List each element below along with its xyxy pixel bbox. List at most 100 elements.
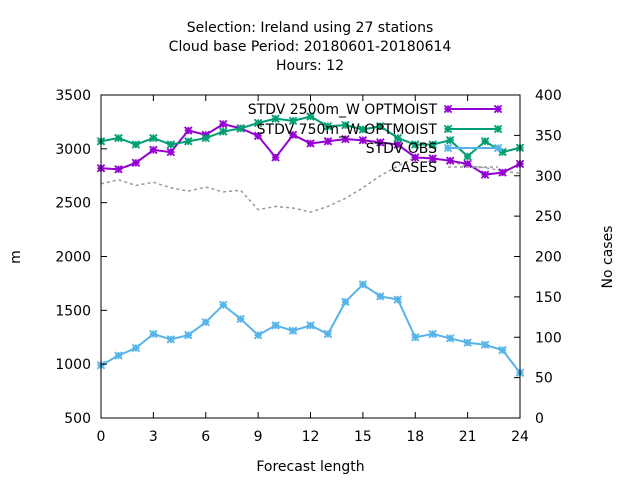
data-point [411, 333, 420, 342]
data-point [236, 314, 245, 324]
data-point [201, 317, 210, 327]
data-point [493, 143, 503, 153]
data-point [428, 140, 437, 149]
y2-tick-label: 350 [535, 128, 562, 144]
data-point [480, 137, 490, 146]
series-group [96, 112, 525, 378]
chart-title: Selection: Ireland using 27 stations Clou… [169, 20, 452, 74]
series-0 [96, 119, 525, 179]
data-point [358, 125, 368, 134]
data-point [480, 170, 490, 179]
data-point [184, 126, 193, 135]
data-point [218, 119, 228, 129]
x-tick-label: 3 [149, 429, 158, 445]
y2-tick-label: 150 [535, 290, 562, 306]
data-point [393, 133, 403, 143]
data-point [445, 334, 455, 343]
data-point [271, 153, 280, 162]
data-point [323, 329, 333, 339]
data-point [445, 156, 455, 165]
data-point [393, 140, 403, 149]
data-point [166, 335, 176, 344]
x-tick-label: 12 [302, 429, 320, 445]
y-tick-label: 1500 [55, 303, 91, 319]
data-point [271, 114, 280, 123]
legend-label: STDV 750m_W OPTMOIST [257, 122, 438, 138]
data-point [306, 139, 315, 148]
data-point [271, 321, 280, 330]
legend-entry: STDV OBS [366, 141, 503, 157]
legend-entry: STDV 2500m_W OPTMOIST [248, 102, 503, 118]
y2-tick-label: 0 [535, 411, 544, 427]
data-point [428, 329, 437, 339]
data-point [166, 140, 176, 149]
data-point [376, 138, 385, 147]
data-point [218, 300, 228, 310]
data-point [463, 152, 472, 161]
series-3 [100, 156, 521, 213]
data-point [253, 118, 263, 128]
y-tick-label: 3000 [55, 142, 91, 158]
data-point [253, 131, 263, 141]
data-point [358, 280, 368, 289]
data-point [443, 104, 453, 114]
legend-entry: STDV 750m_W OPTMOIST [257, 122, 503, 138]
data-point [149, 329, 158, 339]
data-point [253, 330, 263, 340]
data-point [184, 137, 193, 146]
axes: 0 3 6 9 12 15 18 21 2450010001500200025003000350… [8, 88, 616, 475]
data-point [393, 295, 403, 304]
data-point [149, 133, 158, 143]
series-1 [96, 112, 525, 161]
title-line: Selection: Ireland using 27 stations [187, 20, 434, 36]
data-point [288, 326, 298, 336]
data-point [463, 338, 472, 347]
y2-axis-label: No cases [600, 226, 616, 289]
data-point [443, 143, 453, 153]
y2-tick-label: 200 [535, 250, 562, 266]
legend-label: CASES [391, 160, 437, 176]
x-tick-label: 21 [459, 429, 477, 445]
data-point [149, 145, 158, 155]
x-tick-label: 18 [406, 429, 424, 445]
x-tick-label: 24 [511, 429, 529, 445]
data-point [306, 112, 315, 121]
y2-tick-label: 100 [535, 330, 562, 346]
data-point [411, 140, 420, 149]
data-point [480, 340, 490, 350]
data-point [323, 121, 333, 131]
y2-tick-label: 400 [535, 88, 562, 104]
data-point [341, 297, 350, 306]
title-line: Hours: 12 [276, 58, 344, 74]
data-point [131, 343, 141, 353]
data-point [166, 147, 176, 157]
data-point [201, 133, 210, 143]
series-line [100, 156, 521, 213]
data-point [376, 121, 385, 131]
y2-tick-label: 250 [535, 209, 562, 225]
legend-label: STDV OBS [366, 141, 437, 157]
legend: STDV 2500m_W OPTMOIST STDV 750m_W OPTMOIS… [248, 102, 503, 176]
data-point [306, 321, 315, 330]
data-point [114, 133, 123, 143]
data-point [184, 330, 193, 340]
data-point [341, 134, 350, 144]
legend-entry: CASES [391, 160, 498, 176]
data-point [411, 153, 420, 162]
y-tick-label: 500 [64, 411, 91, 427]
data-point [445, 135, 455, 145]
y-tick-label: 2000 [55, 250, 91, 266]
x-tick-label: 6 [201, 429, 210, 445]
data-point [131, 140, 141, 149]
y-tick-label: 3500 [55, 88, 91, 104]
data-point [498, 345, 507, 355]
data-point [493, 124, 503, 134]
data-point [236, 124, 245, 133]
data-point [131, 158, 141, 168]
data-point [288, 130, 298, 140]
x-axis-label: Forecast length [256, 459, 364, 475]
data-point [288, 116, 298, 126]
x-tick-label: 15 [354, 429, 372, 445]
y-tick-label: 2500 [55, 196, 91, 212]
